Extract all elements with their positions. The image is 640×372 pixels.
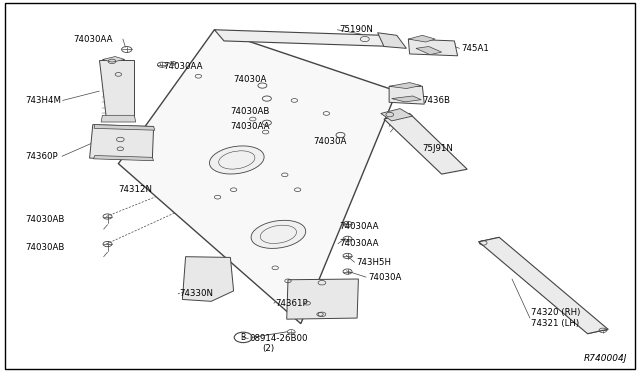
Polygon shape bbox=[416, 46, 442, 55]
Text: 74030AA: 74030AA bbox=[339, 239, 379, 248]
Polygon shape bbox=[94, 125, 155, 130]
Ellipse shape bbox=[209, 146, 264, 174]
Text: 75J91N: 75J91N bbox=[422, 144, 453, 153]
Text: 74030A: 74030A bbox=[368, 273, 401, 282]
Text: 75190N: 75190N bbox=[339, 25, 373, 34]
Text: 74030AB: 74030AB bbox=[230, 107, 270, 116]
Polygon shape bbox=[408, 39, 458, 56]
Polygon shape bbox=[102, 57, 125, 62]
Text: 74030A: 74030A bbox=[234, 76, 267, 84]
Text: B: B bbox=[241, 333, 246, 342]
Polygon shape bbox=[408, 35, 435, 42]
Ellipse shape bbox=[251, 220, 306, 248]
Text: 74030AA: 74030AA bbox=[339, 222, 379, 231]
Polygon shape bbox=[389, 86, 424, 104]
Polygon shape bbox=[214, 30, 394, 46]
Polygon shape bbox=[392, 96, 421, 102]
Text: 74321 (LH): 74321 (LH) bbox=[531, 319, 579, 328]
Polygon shape bbox=[381, 109, 413, 121]
Text: 745A1: 745A1 bbox=[461, 44, 489, 53]
Text: 74030AA: 74030AA bbox=[74, 35, 113, 44]
Text: 74361P: 74361P bbox=[275, 299, 308, 308]
Text: 08914-26B00: 08914-26B00 bbox=[250, 334, 308, 343]
Text: 74330N: 74330N bbox=[179, 289, 213, 298]
Text: (2): (2) bbox=[262, 344, 275, 353]
Text: 74030AA: 74030AA bbox=[163, 62, 203, 71]
Polygon shape bbox=[378, 33, 406, 48]
Polygon shape bbox=[90, 125, 154, 160]
Polygon shape bbox=[287, 279, 358, 319]
Text: R740004J: R740004J bbox=[584, 354, 627, 363]
Polygon shape bbox=[389, 83, 421, 89]
Polygon shape bbox=[384, 113, 467, 174]
Text: 74312N: 74312N bbox=[118, 185, 152, 194]
Polygon shape bbox=[99, 60, 134, 119]
Polygon shape bbox=[118, 30, 397, 324]
Text: 743H4M: 743H4M bbox=[26, 96, 61, 105]
Polygon shape bbox=[93, 155, 154, 161]
Text: 7436B: 7436B bbox=[422, 96, 451, 105]
Text: 74320 (RH): 74320 (RH) bbox=[531, 308, 580, 317]
Text: 74030AA: 74030AA bbox=[230, 122, 270, 131]
Text: 74030AB: 74030AB bbox=[26, 215, 65, 224]
Polygon shape bbox=[182, 257, 234, 301]
Text: 743H5H: 743H5H bbox=[356, 258, 392, 267]
Polygon shape bbox=[101, 115, 136, 122]
Polygon shape bbox=[479, 237, 608, 334]
Text: 74030A: 74030A bbox=[314, 137, 347, 146]
Text: 74030AB: 74030AB bbox=[26, 243, 65, 252]
Text: 74360P: 74360P bbox=[26, 152, 58, 161]
